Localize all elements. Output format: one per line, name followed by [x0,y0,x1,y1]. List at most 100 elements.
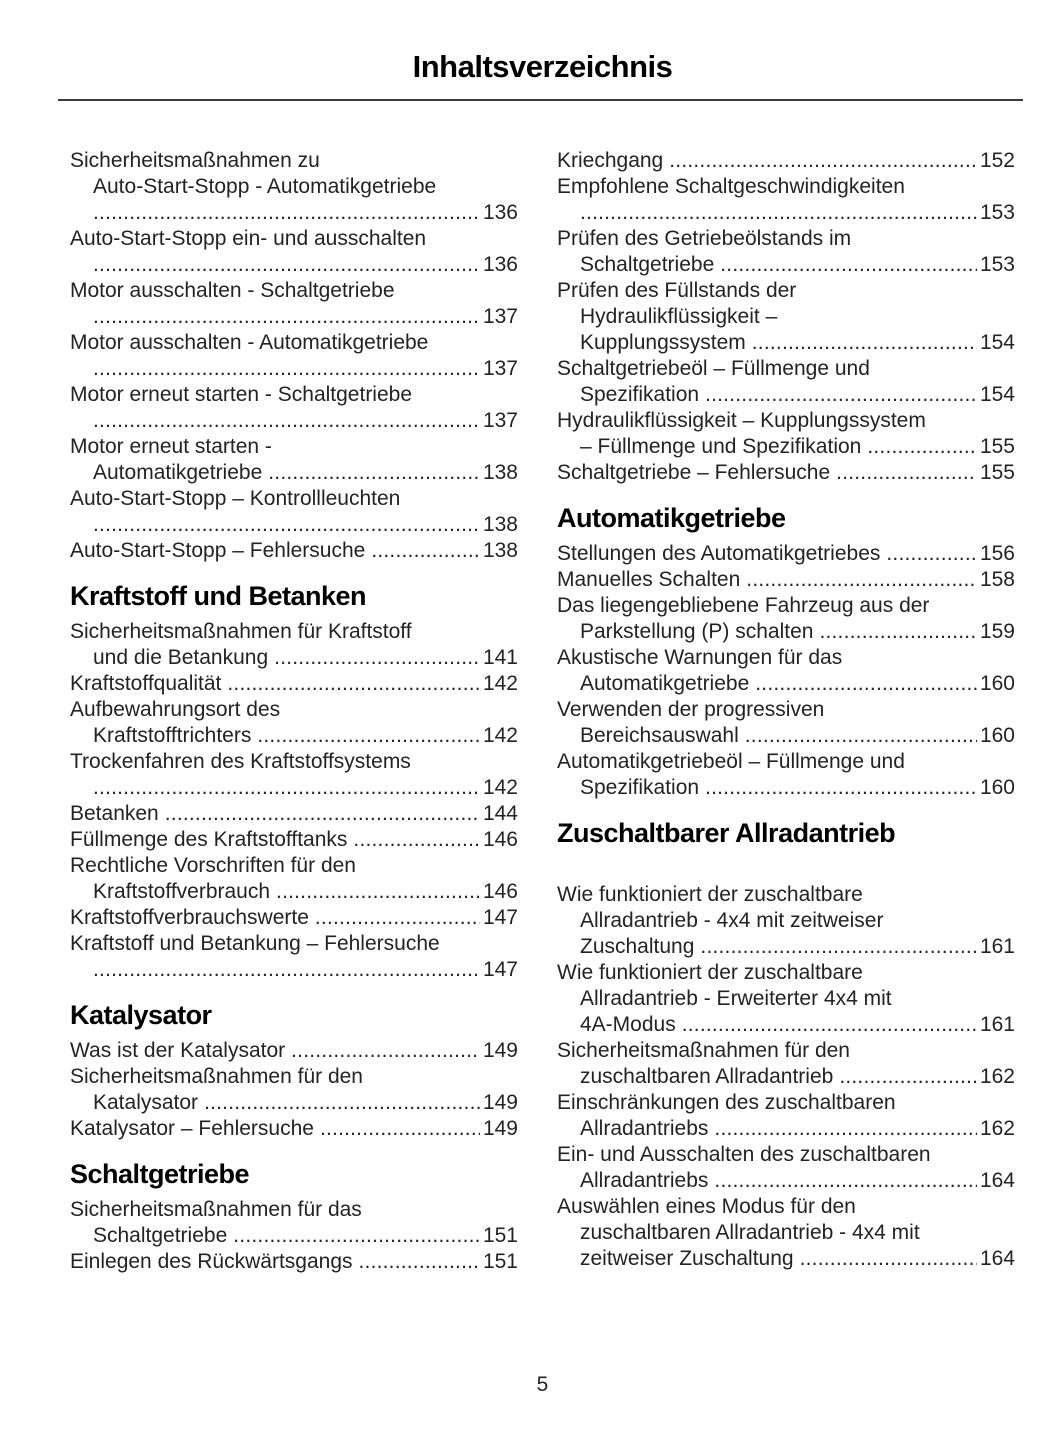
toc-entry-line: Schaltgetriebe – Fehlersuche............… [557,460,1015,486]
toc-entry[interactable]: Füllmenge des Kraftstofftanks...........… [70,827,518,853]
toc-entry[interactable]: Motor erneut starten - Automatikgetriebe.… [70,434,518,486]
toc-entry-line: ........................................… [70,356,518,382]
toc-entry[interactable]: Prüfen des Füllstands der Hydraulikflüssi… [557,278,1015,356]
toc-entry[interactable]: Hydraulikflüssigkeit – Kupplungssystem – … [557,408,1015,460]
toc-entry[interactable]: Schaltgetriebe – Fehlersuche............… [557,460,1015,486]
toc-entry[interactable]: Akustische Warnungen für das Automatikget… [557,645,1015,697]
toc-entry-page-number: 147 [479,905,518,931]
dot-leader: ........................................… [799,1247,1015,1270]
toc-entry-line: Sicherheitsmaßnahmen für das [70,1198,362,1221]
dot-leader: ........................................… [353,828,518,851]
toc-entry-line: Einlegen des Rückwärtsgangs.............… [70,1249,518,1275]
toc-entry[interactable]: Einlegen des Rückwärtsgangs.............… [70,1249,518,1275]
toc-entry[interactable]: Was ist der Katalysator.................… [70,1038,518,1064]
toc-entry-page-number: 137 [479,304,518,330]
toc-entry[interactable]: Motor ausschalten - Automatikgetriebe...… [70,330,518,382]
toc-entry-line: Sicherheitsmaßnahmen zu [70,149,320,172]
toc-entry[interactable]: Prüfen des Getriebeölstands im Schaltgetr… [557,226,1015,278]
toc-entry-line: Allradantrieb - Erweiterter 4x4 mit [580,987,892,1010]
toc-entry-line: Auswählen eines Modus für den [557,1195,856,1218]
toc-entry[interactable]: Sicherheitsmaßnahmen zu Auto-Start-Stopp … [70,148,518,226]
toc-entry-page-number: 156 [976,541,1015,567]
toc-entry[interactable]: Sicherheitsmaßnahmen für das Schaltgetrie… [70,1197,518,1249]
toc-entry-text: Kriechgang [557,149,664,172]
toc-entry-page-number: 158 [976,567,1015,593]
toc-entry-page-number: 161 [976,1012,1015,1038]
dot-leader: ........................................… [291,1039,518,1062]
dot-leader: ........................................… [93,201,518,224]
toc-entry-line: Allradantriebs..........................… [557,1116,1015,1142]
toc-entry-text: Automatikgetriebe [93,461,263,484]
toc-entry-text: Spezifikation [580,383,700,406]
toc-entry-line: Katalysator – Fehlersuche...............… [70,1116,518,1142]
toc-entry-page-number: 149 [479,1116,518,1142]
toc-entry-text: – Füllmenge und Spezifikation [580,435,862,458]
toc-entry-text: Was ist der Katalysator [70,1039,286,1062]
toc-entry[interactable]: Auswählen eines Modus für den zuschaltbar… [557,1194,1015,1272]
toc-entry[interactable]: Verwenden der progressiven Bereichsauswah… [557,697,1015,749]
toc-entry-page-number: 138 [479,460,518,486]
toc-entry[interactable]: Kriechgang..............................… [557,148,1015,174]
toc-entry-text: Schaltgetriebe [93,1224,228,1247]
toc-entry[interactable]: Sicherheitsmaßnahmen für den zuschaltbare… [557,1038,1015,1090]
toc-entry-line: zeitweiser Zuschaltung..................… [557,1246,1015,1272]
toc-entry[interactable]: Ein- und Ausschalten des zuschaltbaren Al… [557,1142,1015,1194]
toc-entry-page-number: 160 [976,671,1015,697]
toc-entry[interactable]: Stellungen des Automatikgetriebes.......… [557,541,1015,567]
toc-entry[interactable]: Wie funktioniert der zuschaltbare Allrada… [557,960,1015,1038]
toc-entry-line: Hydraulikflüssigkeit – Kupplungssystem [557,409,926,432]
toc-entry[interactable]: Motor ausschalten - Schaltgetriebe......… [70,278,518,330]
toc-entry[interactable]: Das liegengebliebene Fahrzeug aus der Par… [557,593,1015,645]
toc-entry[interactable]: Auto-Start-Stopp – Fehlersuche..........… [70,538,518,564]
toc-entry-line: Was ist der Katalysator.................… [70,1038,518,1064]
toc-entry-line: zuschaltbaren Allradantrieb - 4x4 mit [580,1221,920,1244]
toc-entry-line: Katalysator.............................… [70,1090,518,1116]
toc-entry-line: Akustische Warnungen für das [557,646,843,669]
toc-entry-page-number: 152 [976,148,1015,174]
toc-entry-line: Auto-Start-Stopp – Fehlersuche..........… [70,538,518,564]
toc-entry[interactable]: Kraftstoff und Betankung – Fehlersuche..… [70,931,518,983]
dot-leader: ........................................… [93,357,518,380]
toc-entry[interactable]: Katalysator – Fehlersuche...............… [70,1116,518,1142]
toc-entry-line: ........................................… [70,252,518,278]
toc-entry-line: Kraftstofftrichters.....................… [70,723,518,749]
toc-entry[interactable]: Aufbewahrungsort des Kraftstofftrichters.… [70,697,518,749]
toc-entry-text: Zuschaltung [580,935,695,958]
toc-entry[interactable]: Wie funktioniert der zuschaltbare Allrada… [557,882,1015,960]
toc-entry[interactable]: Auto-Start-Stopp ein- und ausschalten...… [70,226,518,278]
title-divider [58,99,1023,101]
toc-entry[interactable]: Schaltgetriebeöl – Füllmenge und Spezifik… [557,356,1015,408]
toc-entry[interactable]: Sicherheitsmaßnahmen für Kraftstoff und d… [70,619,518,671]
toc-entry-page-number: 141 [479,645,518,671]
toc-entry[interactable]: Rechtliche Vorschriften für den Kraftstof… [70,853,518,905]
toc-entry[interactable]: Trockenfahren des Kraftstoffsystems.....… [70,749,518,801]
toc-entry[interactable]: Manuelles Schalten......................… [557,567,1015,593]
toc-entry-text: Schaltgetriebe [580,253,715,276]
toc-entry-line: Schaltgetriebeöl – Füllmenge und [557,357,870,380]
toc-entry-line: zuschaltbaren Allradantrieb.............… [557,1064,1015,1090]
toc-entry-page-number: 136 [479,200,518,226]
toc-entry-page-number: 154 [976,330,1015,356]
dot-leader: ........................................… [204,1091,518,1114]
toc-entry[interactable]: Einschränkungen des zuschaltbaren Allrada… [557,1090,1015,1142]
page-number: 5 [536,1373,549,1396]
toc-entry-line: ........................................… [70,512,518,538]
toc-entry[interactable]: Auto-Start-Stopp – Kontrollleuchten.....… [70,486,518,538]
dot-leader: ........................................… [700,935,1015,958]
toc-entry-page-number: 155 [976,460,1015,486]
toc-entry[interactable]: Motor erneut starten - Schaltgetriebe...… [70,382,518,434]
toc-entry-line: Wie funktioniert der zuschaltbare [557,961,863,984]
toc-entry-line: Füllmenge des Kraftstofftanks...........… [70,827,518,853]
toc-entry-line: Aufbewahrungsort des [70,698,281,721]
toc-entry-text: Kraftstoffqualität [70,672,222,695]
toc-entry-text: Kupplungssystem [580,331,746,354]
toc-entry[interactable]: Kraftstoffqualität......................… [70,671,518,697]
toc-entry-text: Kraftstoffverbrauchswerte [70,906,309,929]
toc-entry[interactable]: Kraftstoffverbrauchswerte...............… [70,905,518,931]
toc-entry[interactable]: Sicherheitsmaßnahmen für den Katalysator.… [70,1064,518,1116]
toc-entry-line: Bereichsauswahl.........................… [557,723,1015,749]
toc-entry[interactable]: Empfohlene Schaltgeschwindigkeiten......… [557,174,1015,226]
toc-entry-page-number: 149 [479,1090,518,1116]
toc-entry[interactable]: Automatikgetriebeöl – Füllmenge und Spezi… [557,749,1015,801]
toc-entry[interactable]: Betanken................................… [70,801,518,827]
